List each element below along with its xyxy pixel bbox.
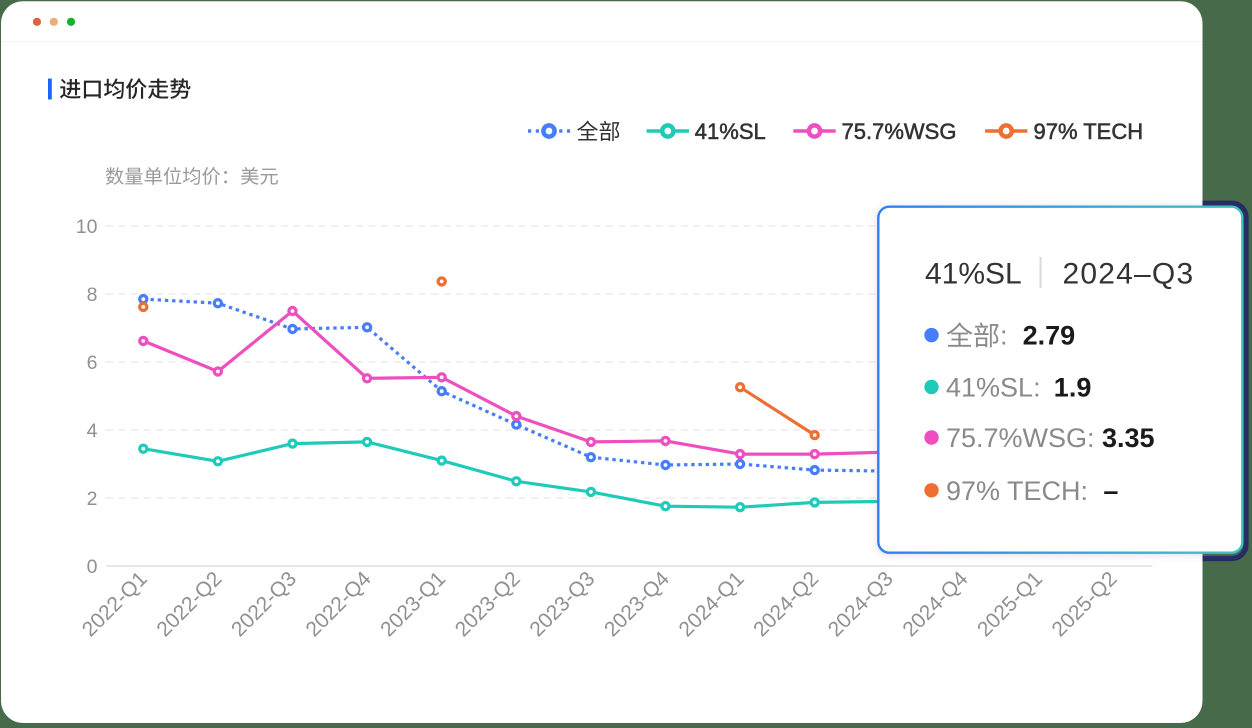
svg-text:41%SL:: 41%SL: [946,373,1041,403]
svg-text:0: 0 [87,556,98,578]
svg-text:3.35: 3.35 [1102,423,1155,453]
svg-text:41%SL: 41%SL [695,119,766,144]
svg-text:97% TECH: 97% TECH [1034,119,1144,144]
svg-text:6: 6 [87,352,98,374]
svg-text:1.9: 1.9 [1054,373,1092,403]
svg-text:75.7%WSG:: 75.7%WSG: [946,423,1095,453]
svg-text:41%SL: 41%SL [925,258,1022,291]
svg-text:4: 4 [87,420,98,442]
svg-text:2.79: 2.79 [1023,321,1076,351]
svg-text:2: 2 [87,488,98,510]
svg-text:8: 8 [87,284,98,306]
svg-text:10: 10 [76,216,98,238]
svg-text:75.7%WSG: 75.7%WSG [842,119,957,144]
svg-text::: : [1000,321,1008,351]
svg-text:2024–Q3: 2024–Q3 [1063,258,1195,291]
svg-text:97% TECH:: 97% TECH: [946,476,1088,506]
svg-text:–: – [1103,476,1118,506]
